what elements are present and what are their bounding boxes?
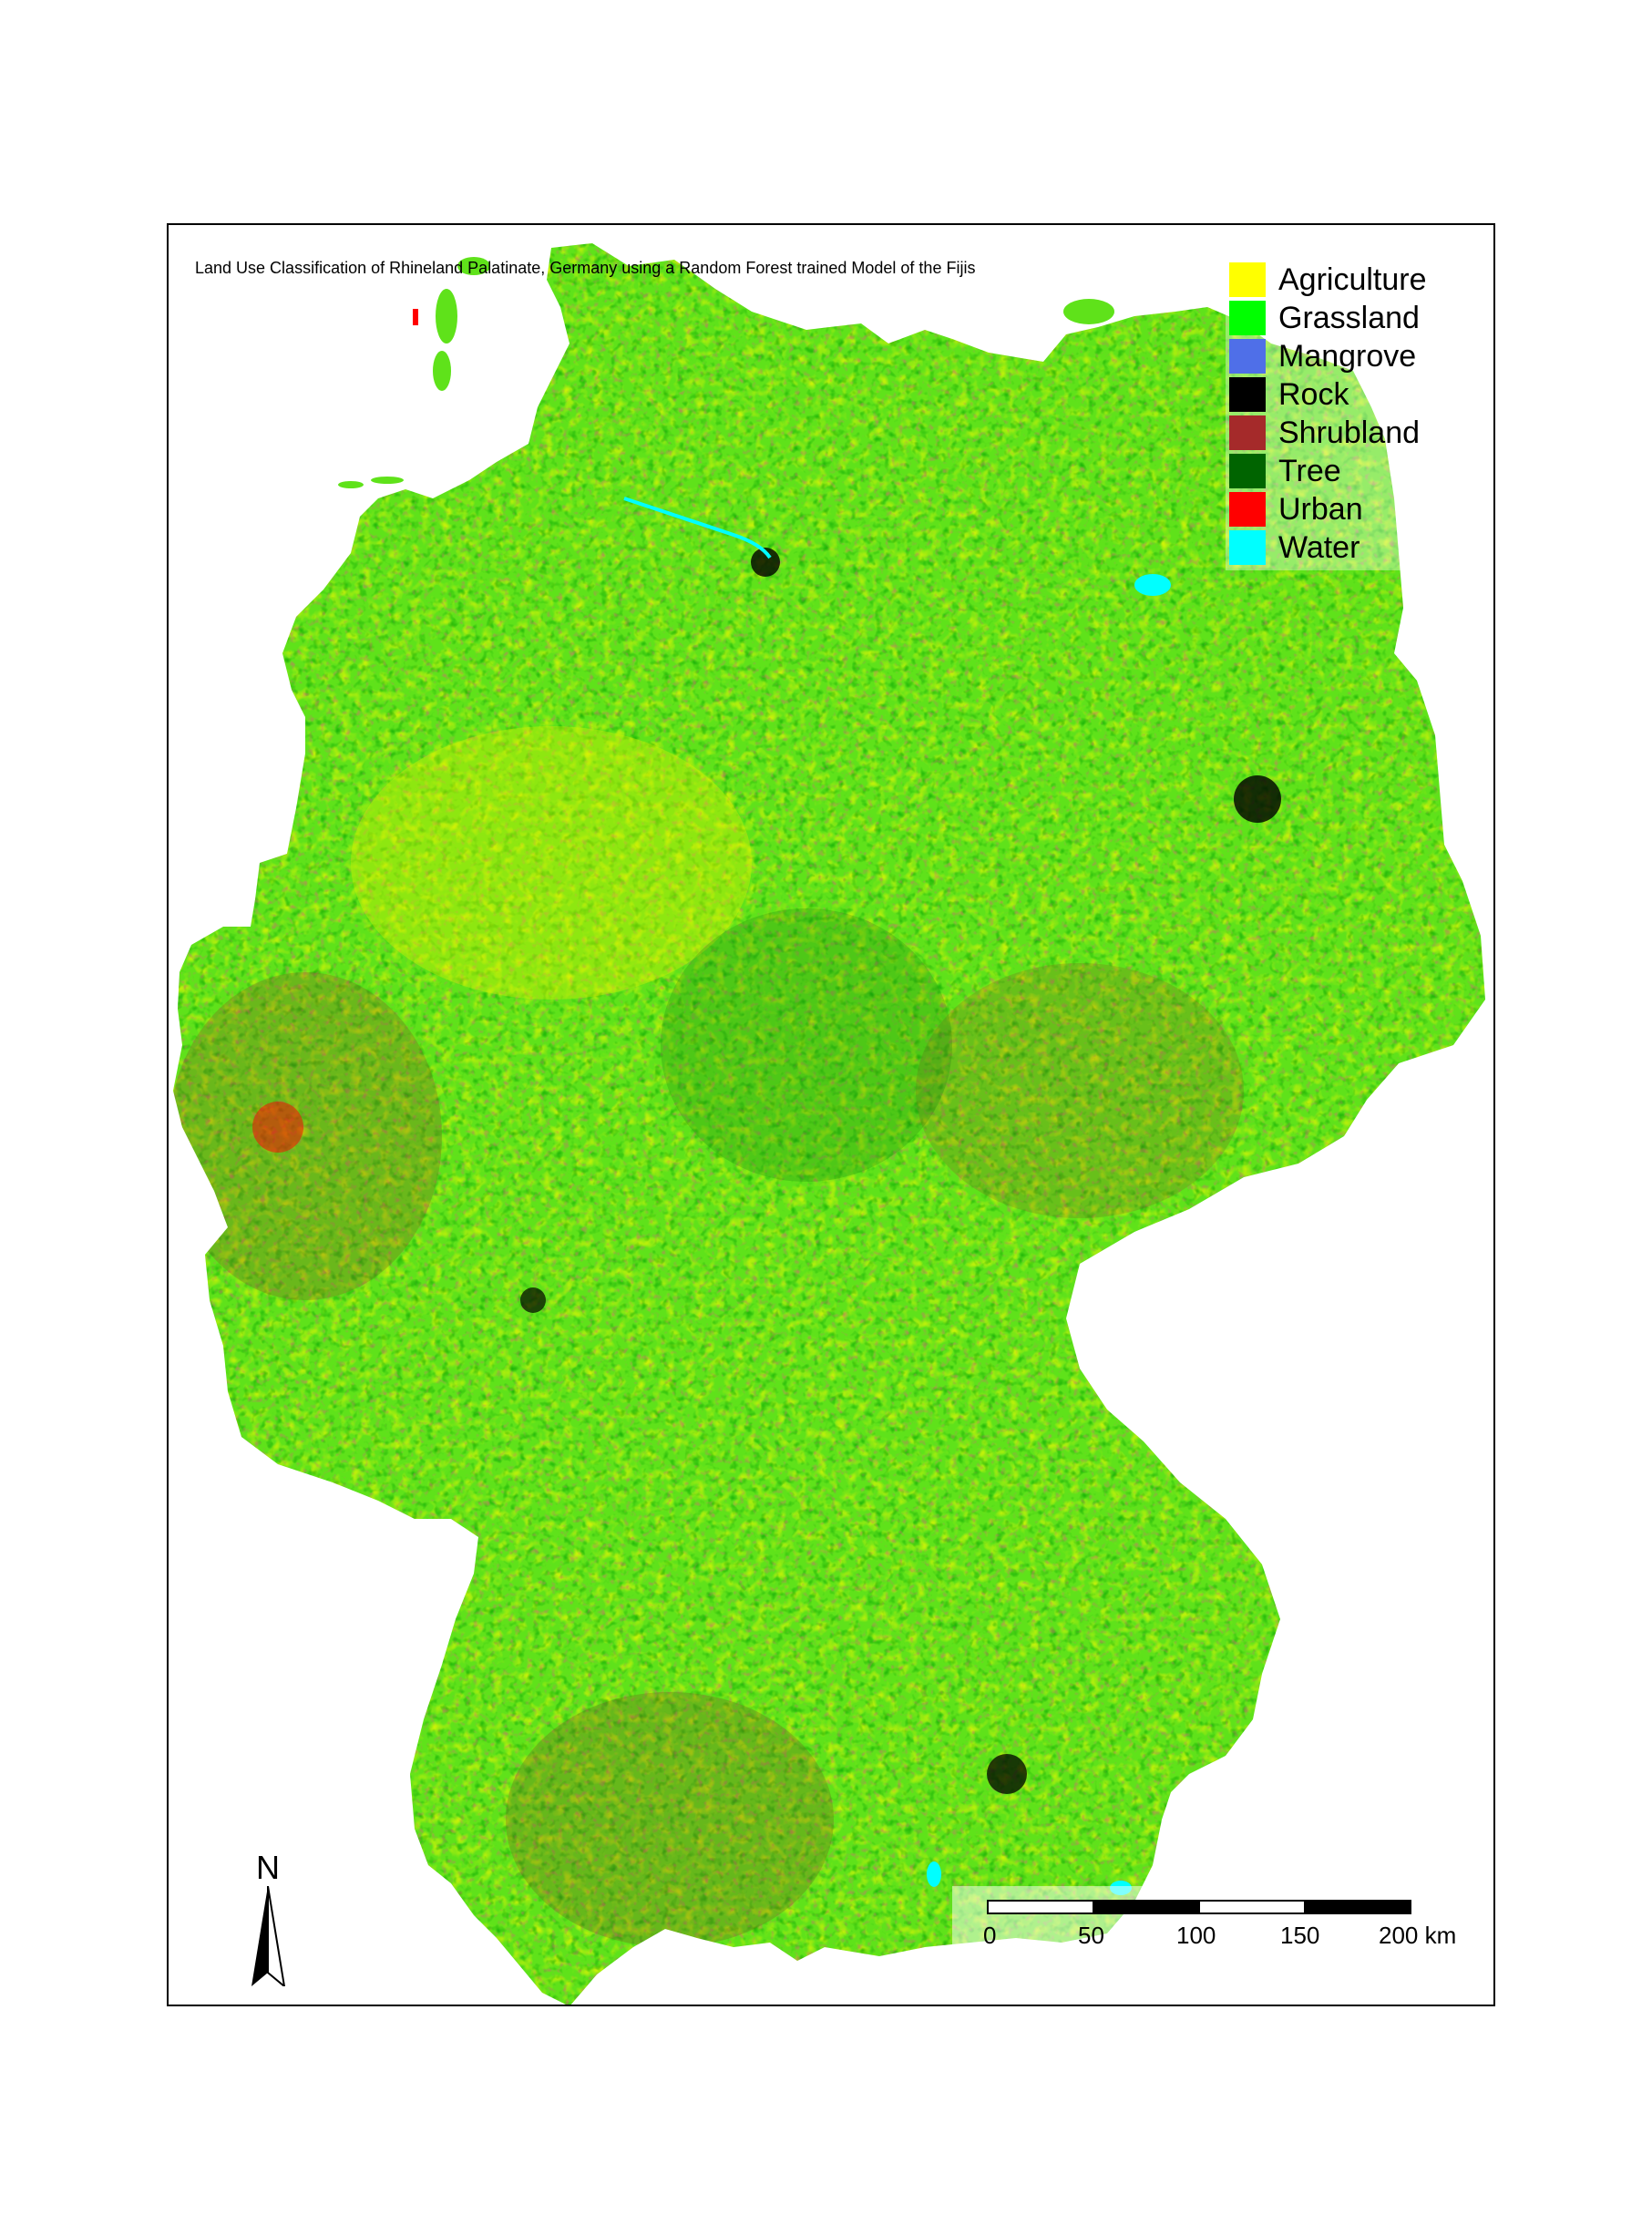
scale-segment <box>1304 1900 1411 1914</box>
legend-label: Grassland <box>1278 301 1420 335</box>
legend-item: Shrubland <box>1229 414 1420 452</box>
legend-label: Agriculture <box>1278 262 1427 297</box>
north-arrow: N <box>246 1849 290 1986</box>
north-arrow-icon <box>251 1886 286 1986</box>
legend-label: Water <box>1278 530 1360 565</box>
legend-swatch <box>1229 530 1266 565</box>
legend-item: Urban <box>1229 490 1411 528</box>
north-label: N <box>256 1849 280 1886</box>
scale-tick-label: 50 <box>1078 1922 1104 1949</box>
scale-tick-label: 200 km <box>1379 1922 1457 1949</box>
legend-label: Tree <box>1278 454 1341 488</box>
legend-swatch <box>1229 377 1266 412</box>
legend-item: Mangrove <box>1229 337 1416 375</box>
map-title: Land Use Classification of Rhineland Pal… <box>195 259 976 277</box>
legend-item: Water <box>1229 528 1411 567</box>
scale-tick-label: 0 <box>983 1922 997 1949</box>
scale-bar: 0 50 100 150 200 km <box>952 1886 1462 1991</box>
scale-segment <box>1198 1900 1306 1914</box>
map-frame: Land Use Classification of Rhineland Pal… <box>167 223 1495 2006</box>
legend-swatch <box>1229 454 1266 488</box>
scale-segment <box>1093 1900 1200 1914</box>
legend-swatch <box>1229 262 1266 297</box>
legend-item: Grassland <box>1229 299 1420 337</box>
legend-swatch <box>1229 339 1266 374</box>
scale-tick-label: 100 <box>1176 1922 1216 1949</box>
legend-swatch <box>1229 415 1266 450</box>
legend-label: Shrubland <box>1278 415 1421 450</box>
legend-item: Rock <box>1229 375 1411 414</box>
land-cover-map <box>173 243 1485 2005</box>
scale-segment <box>987 1900 1094 1914</box>
legend-label: Mangrove <box>1278 339 1417 374</box>
legend-label: Rock <box>1278 377 1349 412</box>
legend-swatch <box>1229 301 1266 335</box>
legend-item: Tree <box>1229 452 1411 490</box>
legend: Agriculture Grassland Mangrove Rock Shrublan… <box>1226 257 1427 570</box>
scale-segments <box>987 1900 1411 1914</box>
scale-tick-label: 150 <box>1280 1922 1320 1949</box>
legend-item: Agriculture <box>1229 261 1427 299</box>
legend-label: Urban <box>1278 492 1363 527</box>
legend-swatch <box>1229 492 1266 527</box>
